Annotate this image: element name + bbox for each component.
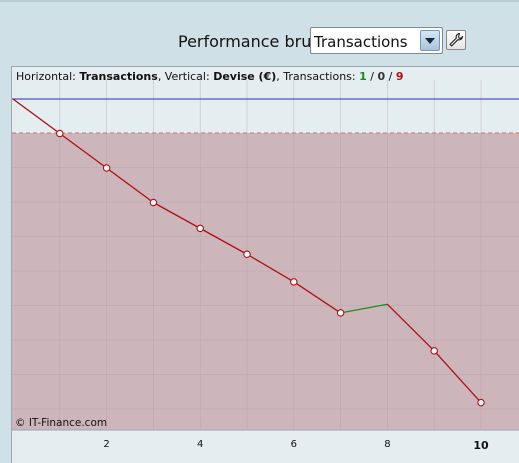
data-point <box>430 347 438 355</box>
loss-segment <box>12 98 61 135</box>
data-point <box>477 398 485 407</box>
copyright-text: © IT-Finance.com <box>15 417 108 429</box>
horizontal-value: Transactions <box>79 70 158 83</box>
loss-area <box>12 133 519 430</box>
x-tick-label: 10 <box>473 439 489 452</box>
transactions-prefix: , Transactions: <box>276 70 356 83</box>
count-positive: 1 <box>359 70 367 83</box>
data-point <box>196 224 204 233</box>
view-select[interactable]: Transactions <box>310 27 443 54</box>
gain-segment <box>340 303 388 314</box>
loss-segment <box>106 167 154 204</box>
x-tick-label: 2 <box>103 439 110 450</box>
data-point <box>243 250 251 259</box>
data-point <box>56 129 64 138</box>
wrench-icon <box>449 32 464 47</box>
data-point <box>149 198 158 207</box>
loss-segment <box>386 303 435 352</box>
vertical-value: Devise (€) <box>213 70 277 83</box>
x-tick-label: 8 <box>384 439 391 450</box>
loss-segment <box>153 201 201 229</box>
x-tick-label: 6 <box>290 439 297 450</box>
data-point <box>102 164 111 172</box>
view-select-value: Transactions <box>314 33 408 51</box>
top-border <box>0 0 519 2</box>
x-tick-label: 4 <box>197 439 204 450</box>
count-neutral: 0 <box>377 70 386 83</box>
loss-segment <box>246 253 295 283</box>
horizontal-gridlines <box>12 167 519 410</box>
sep-1: / <box>370 70 374 83</box>
settings-button[interactable] <box>446 30 466 50</box>
performance-label: Performance brute <box>178 32 328 51</box>
chevron-down-icon[interactable] <box>420 30 440 51</box>
loss-segment <box>59 132 107 169</box>
loss-segment <box>199 227 248 255</box>
loss-segment <box>293 281 341 314</box>
vertical-prefix: , Vertical: <box>157 70 210 83</box>
count-negative: 9 <box>395 70 404 83</box>
sep-2: / <box>388 70 393 83</box>
equity-series <box>12 98 485 407</box>
data-point <box>336 309 345 317</box>
data-point <box>290 278 298 286</box>
loss-segment <box>433 350 482 404</box>
chart-info: Horizontal: Transactions, Vertical: Devi… <box>16 70 404 83</box>
horizontal-prefix: Horizontal: <box>16 70 76 83</box>
